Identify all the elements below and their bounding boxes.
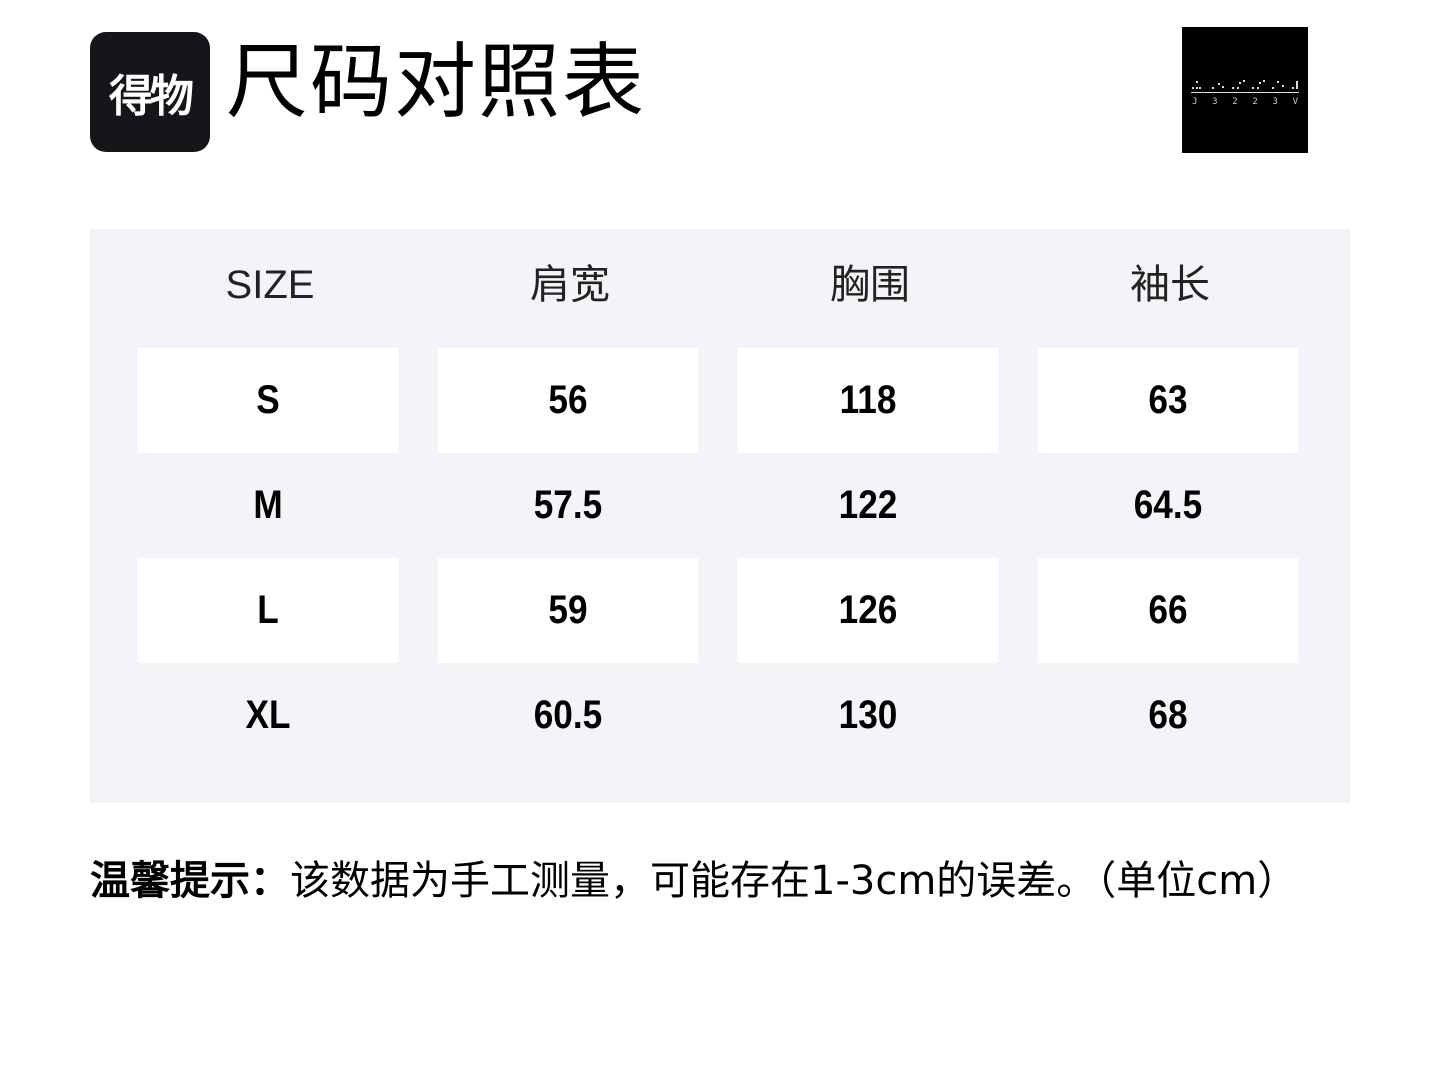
column-header: SIZE bbox=[225, 263, 315, 307]
table-cell: 130 bbox=[838, 693, 898, 737]
table-row: XL 60.5 130 68 bbox=[120, 663, 1320, 768]
table-cell: 122 bbox=[838, 483, 898, 527]
size-table: SIZE 肩宽 胸围 袖长 S 56 118 63 M 57.5 122 64.… bbox=[90, 229, 1350, 803]
table-row: S 56 118 63 bbox=[120, 348, 1320, 453]
note-label: 温馨提示： bbox=[90, 858, 290, 904]
table-cell: 64.5 bbox=[1133, 483, 1203, 527]
table-cell: 57.5 bbox=[533, 483, 603, 527]
column-header: 胸围 bbox=[830, 263, 910, 307]
table-cell: XL bbox=[245, 693, 291, 737]
table-cell: 63 bbox=[1037, 348, 1299, 453]
dewu-logo: 得物 bbox=[90, 32, 210, 152]
table-header: SIZE 肩宽 胸围 袖长 bbox=[120, 229, 1320, 348]
table-cell: M bbox=[253, 483, 283, 527]
brand-logo-text: 得物 bbox=[109, 71, 194, 122]
partner-logo-lettering: J3223V bbox=[1192, 97, 1299, 107]
page-title: 尺码对照表 bbox=[226, 35, 647, 130]
table-cell: 66 bbox=[1037, 558, 1299, 663]
note-text: 该数据为手工测量，可能存在1-3cm的误差。（单位cm） bbox=[290, 858, 1298, 904]
table-cell: S bbox=[137, 348, 399, 453]
column-header: 袖长 bbox=[1130, 263, 1210, 307]
table-cell: 118 bbox=[737, 348, 999, 453]
table-cell: 56 bbox=[437, 348, 699, 453]
table-cell: L bbox=[137, 558, 399, 663]
column-header: 肩宽 bbox=[530, 263, 610, 307]
table-cell: 126 bbox=[737, 558, 999, 663]
table-cell: 68 bbox=[1148, 693, 1188, 737]
table-row: M 57.5 122 64.5 bbox=[120, 453, 1320, 558]
table-cell: 60.5 bbox=[533, 693, 603, 737]
partner-logo: J3223V bbox=[1182, 27, 1308, 153]
table-row: L 59 126 66 bbox=[120, 558, 1320, 663]
table-cell: 59 bbox=[437, 558, 699, 663]
measurement-note: 温馨提示：该数据为手工测量，可能存在1-3cm的误差。（单位cm） bbox=[90, 856, 1390, 906]
